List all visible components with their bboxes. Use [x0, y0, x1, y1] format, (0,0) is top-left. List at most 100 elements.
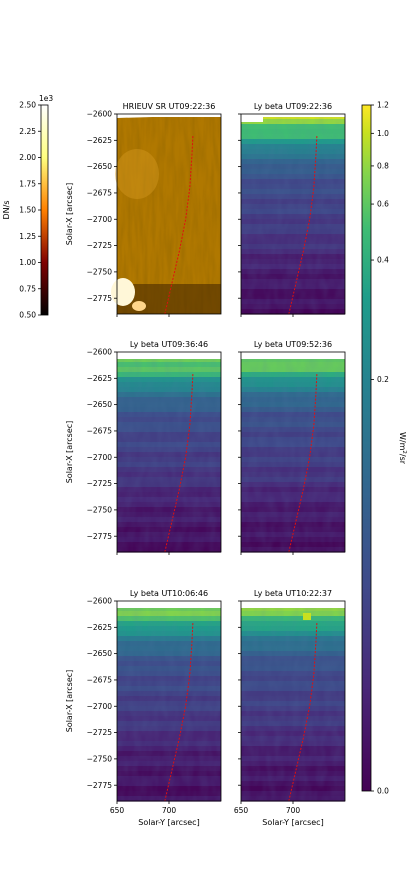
image-edge: [117, 114, 221, 118]
panel-title: Ly beta UT10:06:46: [130, 589, 208, 598]
y-tick-label: −2675: [87, 189, 113, 198]
panel-5: Ly beta UT10:06:46 −2775 −2750 −2725 −2700 −2…: [65, 589, 222, 827]
colorbar-label-part: /sr: [398, 454, 407, 465]
colorbar-exponent: 1e3: [39, 94, 53, 103]
y-tick-label: −2650: [87, 400, 113, 409]
panel-image: [117, 601, 221, 802]
x-axis-label: Solar-Y [arcsec]: [138, 818, 199, 827]
x-tick-label: 650: [234, 806, 249, 815]
colorbar-label-part: 2: [401, 450, 407, 454]
colorbar-lybeta: 0.0 0.2 0.4 0.6 0.8 1.0 1.2 W/m2/sr: [361, 101, 407, 796]
image-texture: [241, 352, 345, 552]
bright-patch: [115, 149, 159, 199]
colorbar-tick-label: 1.0: [377, 129, 389, 138]
y-tick-label: −2725: [87, 728, 113, 737]
blank-region: [241, 352, 345, 359]
y-tick-label: −2625: [87, 136, 113, 145]
image-texture: [241, 114, 345, 314]
image-texture: [241, 601, 345, 801]
colorbar-tick-label: 1.75: [19, 179, 36, 188]
bright-kernel: [111, 278, 135, 306]
panel-1: HRIEUV SR UT09:22:36 −2775 −2750 −2725 −2700…: [65, 102, 222, 317]
colorbar-tick-label: 1.50: [19, 206, 36, 215]
y-axis-label: Solar-X [arcsec]: [65, 183, 74, 246]
panel-4: Ly beta UT09:52:36: [238, 340, 346, 555]
y-tick-label: −2700: [87, 702, 113, 711]
blank-region: [241, 114, 345, 122]
overlay-path: [164, 373, 194, 553]
panel-title: Ly beta UT09:22:36: [254, 102, 332, 111]
y-tick-label: −2750: [87, 267, 113, 276]
y-tick-label: −2725: [87, 479, 113, 488]
colorbar-tick-label: 1.00: [19, 258, 36, 267]
y-tick-label: −2625: [87, 623, 113, 632]
panel-image: [241, 114, 345, 315]
overlay-path: [288, 135, 318, 315]
panel-image: [111, 114, 221, 314]
blank-region: [117, 352, 221, 359]
y-tick-label: −2675: [87, 676, 113, 685]
colorbar-tick-label: 0.6: [377, 200, 389, 209]
colorbar-tick-label: 0.0: [377, 787, 389, 796]
colorbar-gradient: [40, 104, 49, 316]
panel-title: Ly beta UT10:22:37: [254, 589, 332, 598]
y-tick-label: −2700: [87, 215, 113, 224]
y-tick-label: −2600: [87, 597, 113, 606]
panel-title: Ly beta UT09:36:46: [130, 340, 208, 349]
panel-image: [117, 352, 221, 553]
colorbar-label: DN/s: [2, 200, 11, 219]
y-tick-label: −2675: [87, 427, 113, 436]
y-tick-label: −2775: [87, 781, 113, 790]
y-tick-label: −2775: [87, 294, 113, 303]
panel-image: [241, 352, 345, 553]
overlay-path: [164, 135, 194, 315]
panel-6: Ly beta UT10:22:37 650 700 Solar-Y [arcsec]: [234, 589, 346, 827]
panel-image: [241, 601, 345, 802]
colorbar-tick-label: 0.2: [377, 375, 389, 384]
panel-3: Ly beta UT09:36:46 −2775 −2750 −2725 −2700 −2…: [65, 340, 222, 555]
colorbar-tick-label: 2.00: [19, 153, 36, 162]
bright-kernel: [132, 301, 146, 311]
colorbar-tick-label: 1.25: [19, 232, 36, 241]
x-axis-label: Solar-Y [arcsec]: [262, 818, 323, 827]
colorbar-tick-label: 2.25: [19, 127, 36, 136]
overlay-path: [164, 622, 194, 802]
y-tick-label: −2700: [87, 453, 113, 462]
panel-2: Ly beta UT09:22:36: [238, 102, 346, 317]
panel-title: Ly beta UT09:52:36: [254, 340, 332, 349]
overlay-path: [288, 373, 318, 553]
colorbar-tick-label: 0.75: [19, 284, 36, 293]
colorbar-tick-label: 0.50: [19, 311, 36, 320]
image-texture: [117, 117, 221, 314]
colorbar-label: W/m2/sr: [398, 432, 407, 465]
x-tick-label: 700: [162, 806, 177, 815]
y-axis-label: Solar-X [arcsec]: [65, 670, 74, 733]
y-tick-label: −2750: [87, 505, 113, 514]
panel-title: HRIEUV SR UT09:22:36: [123, 102, 216, 111]
colorbar-tick-label: 1.2: [377, 101, 389, 110]
y-axis-label: Solar-X [arcsec]: [65, 421, 74, 484]
y-tick-label: −2775: [87, 532, 113, 541]
y-tick-label: −2725: [87, 241, 113, 250]
bright-pixel: [303, 613, 311, 620]
y-tick-label: −2750: [87, 754, 113, 763]
image-texture: [117, 352, 221, 552]
y-tick-label: −2600: [87, 110, 113, 119]
overlay-path: [288, 622, 318, 802]
y-tick-label: −2650: [87, 162, 113, 171]
y-tick-label: −2600: [87, 348, 113, 357]
colorbar-label-part: W/m: [398, 432, 407, 451]
blank-region: [241, 601, 345, 608]
colorbar-gradient: [361, 104, 372, 792]
colorbar-tick-label: 0.8: [377, 162, 389, 171]
image-texture: [117, 601, 221, 801]
y-tick-label: −2650: [87, 649, 113, 658]
blank-region: [117, 601, 221, 608]
x-tick-label: 650: [110, 806, 125, 815]
y-tick-label: −2625: [87, 374, 113, 383]
colorbar-tick-label: 0.4: [377, 256, 389, 265]
colorbar-tick-label: 2.50: [19, 101, 36, 110]
x-tick-label: 700: [286, 806, 301, 815]
